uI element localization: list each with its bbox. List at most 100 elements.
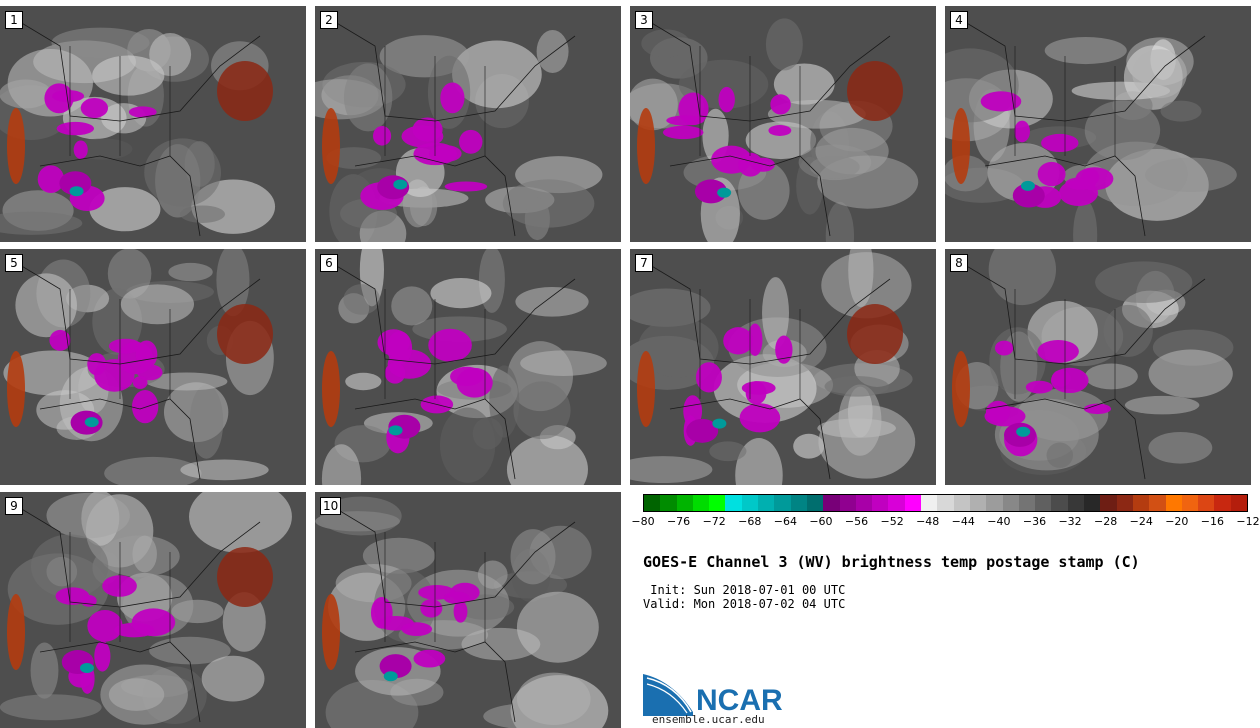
moisture-blob [767,99,866,129]
cold-cloud [135,340,158,369]
cold-cloud [662,125,704,140]
member-panel[interactable]: 1 [0,6,306,242]
member-panel[interactable]: 7 [630,249,936,485]
cold-cloud [131,608,176,637]
cold-cloud [444,181,488,192]
colorbar-cell [741,495,759,511]
cold-cloud [87,609,123,642]
moisture-blob [145,372,228,391]
cold-cloud [132,376,148,389]
cold-cloud [373,126,392,146]
moisture-blob [502,179,595,228]
moisture-blob [345,372,382,391]
colorbar-cell [953,495,970,511]
member-panel[interactable]: 5 [0,249,306,485]
moisture-blob [92,55,165,96]
colorbar-tick-label: −56 [844,515,869,528]
coastline [39,641,201,723]
colorbar-cell [790,495,807,511]
moisture-blob [391,286,433,326]
member-panel[interactable]: 9 [0,492,306,728]
cold-cloud [94,641,111,672]
colorbar-tick-label: −20 [1165,515,1189,528]
coastline [984,398,1146,480]
wv-map [630,6,936,242]
colorbar-cell [709,495,726,511]
coldest-core [84,417,99,428]
colorbar [643,494,1248,512]
moisture-blob [765,18,803,71]
cold-cloud [1037,161,1066,187]
cold-cloud [980,91,1022,112]
colorbar-cell [839,495,856,511]
member-panel[interactable]: 2 [315,6,621,242]
dry-region [637,351,655,427]
state-line [699,46,801,156]
wv-map [0,6,306,242]
moisture-blob [30,642,59,699]
member-label: 5 [5,254,23,272]
cold-cloud [102,575,137,597]
member-label: 4 [950,11,968,29]
dry-region [847,304,903,364]
coastline [669,155,831,237]
member-label: 6 [320,254,338,272]
colorbar-cell [1132,495,1150,511]
moisture-blob [144,138,222,207]
dry-region [7,594,25,670]
moisture-blob [1084,363,1138,390]
moisture-blob [180,459,269,481]
page-title: GOES-E Channel 3 (WV) brightness temp po… [643,553,1140,571]
colorbar-cell [888,495,905,511]
moisture-blob [745,121,817,160]
cold-cloud [443,591,470,605]
moisture-blob [848,249,874,308]
cold-cloud [745,381,767,405]
member-panel[interactable]: 6 [315,249,621,485]
member-panel[interactable]: 4 [945,6,1251,242]
moisture-blob [108,678,165,711]
member-panel[interactable]: 10 [315,492,621,728]
coldest-core [383,671,398,682]
colorbar-cell [1100,495,1117,511]
cold-cloud [723,327,754,355]
moisture-blob [641,29,690,58]
colorbar-cell [1084,495,1101,511]
member-label: 3 [635,11,653,29]
colorbar-cell [937,495,954,511]
cold-cloud [108,338,142,354]
cold-cloud [49,329,71,351]
cold-cloud [718,86,735,113]
moisture-blob [439,407,496,483]
dry-region [217,547,273,607]
moisture-blob [793,433,825,459]
moisture-blob [825,201,855,242]
colorbar-tick-label: −24 [1129,515,1153,528]
init-time: Init: Sun 2018-07-01 00 UTC [643,583,846,597]
coldest-core [69,186,84,197]
moisture-blob [516,672,591,726]
wv-map [945,6,1251,242]
member-panel[interactable]: 8 [945,249,1251,485]
state-line [1014,46,1116,156]
moisture-blob [100,535,180,578]
member-panel[interactable]: 3 [630,6,936,242]
colorbar-tick-label: −48 [916,515,940,528]
moisture-blob [1103,304,1153,357]
colorbar-cell [660,495,677,511]
moisture-blob [189,492,292,553]
dry-region [322,594,340,670]
cold-cloud [1025,380,1053,394]
moisture-blob [773,63,835,105]
moisture-blob [762,277,790,350]
moisture-blob [1044,36,1127,65]
dry-region [847,61,903,121]
moisture-blob [15,273,77,338]
state-line [69,289,171,399]
member-label: 9 [5,497,23,515]
colorbar-cell [1149,495,1166,511]
colorbar-tick-label: −76 [666,515,691,528]
dry-region [637,108,655,184]
cold-cloud [413,649,446,668]
moisture-blob [1144,157,1237,193]
